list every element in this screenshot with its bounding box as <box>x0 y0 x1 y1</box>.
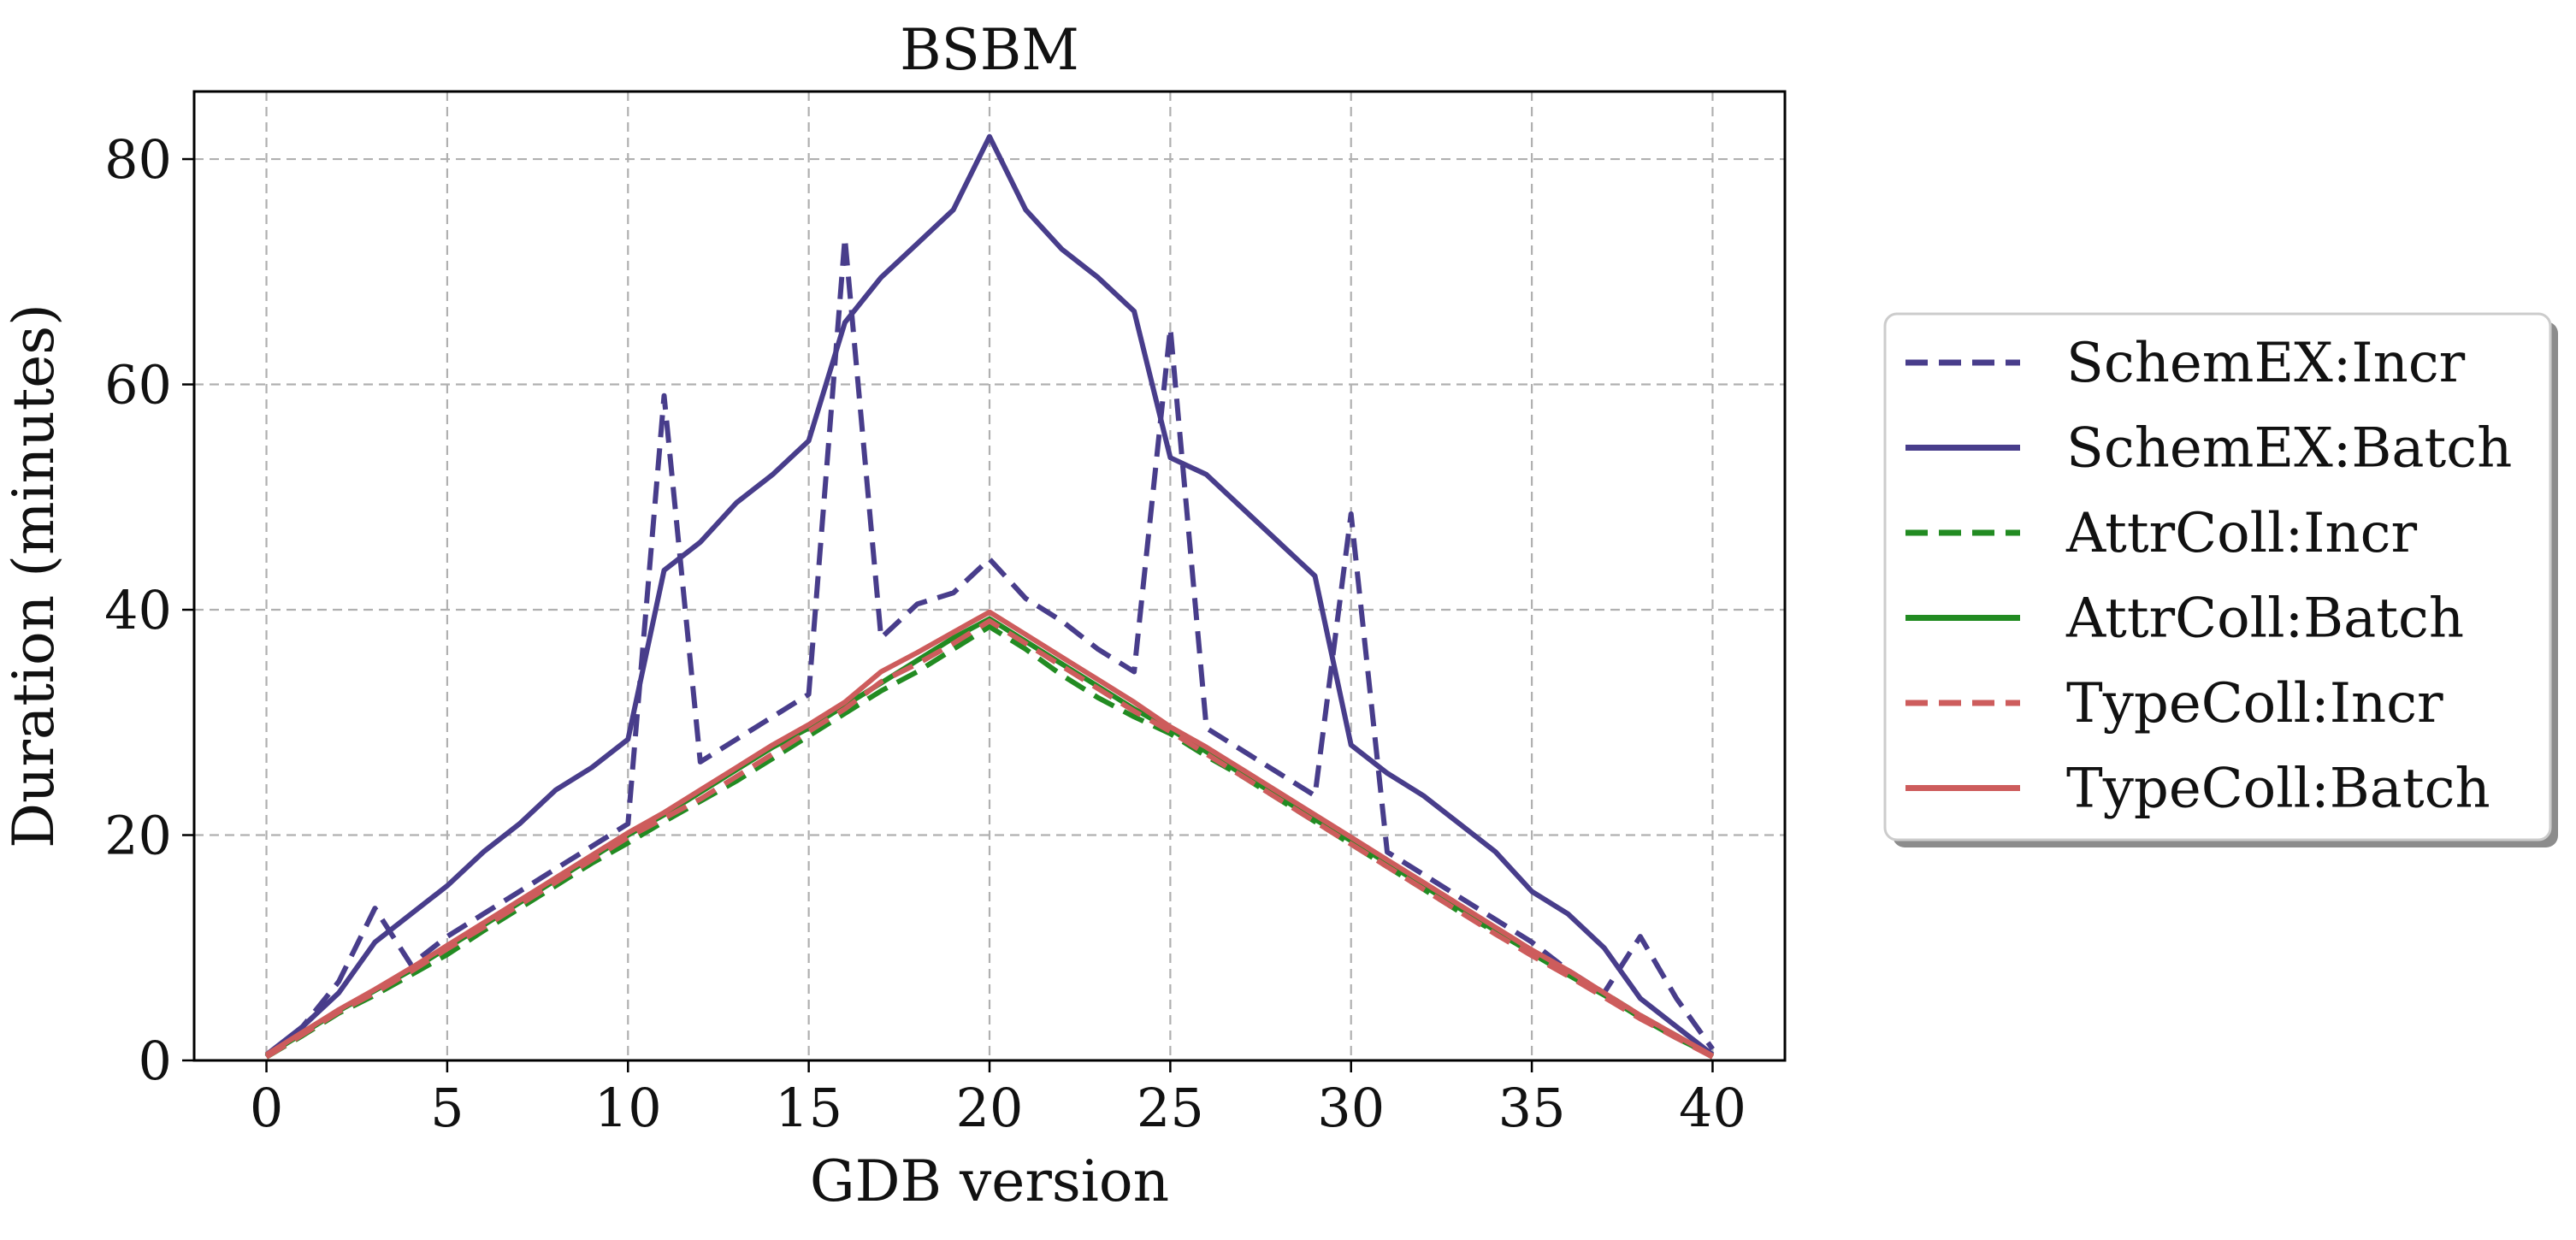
y-tick-label: 20 <box>104 805 172 867</box>
x-tick-label: 5 <box>430 1077 464 1139</box>
legend-label: TypeColl:Incr <box>2066 672 2443 735</box>
legend-label: SchemEX:Batch <box>2066 417 2512 481</box>
legend-box <box>1883 312 2552 841</box>
grid <box>194 92 1785 1062</box>
series-line-4 <box>264 618 1714 1060</box>
y-tick-label: 60 <box>104 354 172 416</box>
x-tick-label: 0 <box>250 1077 283 1139</box>
series-line-0 <box>264 235 1715 1060</box>
series-line-5 <box>264 609 1714 1059</box>
legend-label: AttrColl:Batch <box>2065 588 2464 651</box>
x-tick-label: 20 <box>956 1077 1024 1139</box>
plot-lines <box>264 133 1715 1060</box>
x-axis-title: GDB version <box>810 1148 1169 1214</box>
x-tick-label: 10 <box>594 1077 662 1139</box>
axis-ticks: 0 5 10 15 20 25 30 35 40 0 20 40 60 80 <box>104 128 1746 1139</box>
x-tick-label: 25 <box>1137 1077 1204 1139</box>
legend-label: TypeColl:Batch <box>2066 758 2490 821</box>
chart-title: BSBM <box>900 17 1079 83</box>
legend-label: SchemEX:Incr <box>2066 332 2466 395</box>
x-tick-label: 40 <box>1679 1077 1746 1139</box>
y-axis-title: Duration (minutes) <box>1 304 67 848</box>
legend-label: AttrColl:Incr <box>2065 502 2417 565</box>
legend: SchemEX:Incr SchemEX:Batch AttrColl:Incr At… <box>1883 312 2558 847</box>
x-tick-label: 35 <box>1498 1077 1566 1139</box>
x-tick-label: 15 <box>775 1077 842 1139</box>
series-line-1 <box>264 133 1715 1057</box>
x-tick-label: 30 <box>1317 1077 1385 1139</box>
y-tick-label: 80 <box>104 128 172 191</box>
y-tick-label: 0 <box>139 1030 172 1092</box>
y-tick-label: 40 <box>104 579 172 641</box>
